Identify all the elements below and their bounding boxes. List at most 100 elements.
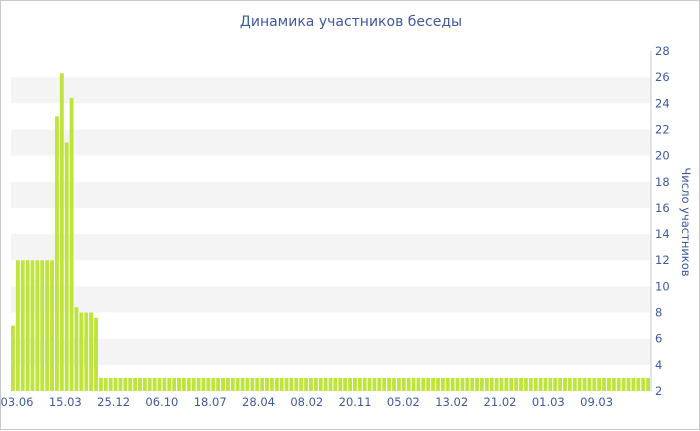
bar [587,377,592,391]
x-tick-label: 09.03 [580,395,613,409]
bar [147,377,152,391]
bar [181,377,186,391]
bar [626,377,631,391]
bar [89,312,94,391]
bar [299,377,304,391]
x-axis-ticks: 03.06 15.03 25.12 06.10 18.07 28.04 08.02 20.11… [1,395,613,409]
grid-band [11,338,651,365]
bar [186,377,191,391]
bar [352,377,357,391]
bar [504,377,509,391]
bar [30,260,35,391]
bar [406,377,411,391]
bar [162,377,167,391]
bar [142,377,147,391]
bar [289,377,294,391]
y-tick-label: 12 [655,253,670,267]
grid-band [11,234,651,261]
bar [177,377,181,391]
bar [582,377,587,391]
bar [382,377,387,391]
bar [128,377,133,391]
bar [211,377,216,391]
x-tick-label: 21.02 [484,395,517,409]
bar [392,377,396,391]
bar [318,377,323,391]
grid-band [11,129,651,156]
y-tick-label: 16 [655,201,670,215]
bar [328,377,333,391]
bar [255,377,260,391]
grid-bands [11,77,651,365]
bar [118,377,123,391]
bar [577,377,582,391]
bar [25,260,30,391]
y-tick-label: 2 [655,384,662,398]
y-tick-label: 22 [655,122,670,136]
bar [123,377,128,391]
bar [274,377,279,391]
bar [309,377,313,391]
x-tick-label: 01.03 [532,395,565,409]
bar [455,377,460,391]
x-tick-label: 15.03 [49,395,82,409]
bar [113,377,118,391]
y-tick-label: 20 [655,149,670,163]
bar [401,377,406,391]
x-tick-label: 20.11 [339,395,372,409]
bar [597,377,602,391]
bar [465,377,470,391]
bar [387,377,392,391]
bar [440,377,445,391]
bar [343,377,348,391]
bar [216,377,221,391]
bar [548,377,553,391]
bar [553,377,558,391]
bar [367,377,372,391]
bar [377,377,382,391]
bar [611,377,616,391]
x-tick-label: 28.04 [242,395,275,409]
bar [607,377,611,391]
bar [538,377,543,391]
bar [196,377,201,391]
bar [35,260,40,391]
y-tick-label: 6 [655,332,662,346]
bar [172,377,177,391]
bar [59,73,64,391]
bar [480,377,484,391]
chart-title: Динамика участников беседы [239,14,463,30]
bar [646,377,650,391]
bar [103,377,108,391]
bar [602,377,607,391]
bar [558,377,563,391]
bar [567,377,572,391]
bar [431,377,436,391]
bar [45,260,50,391]
x-tick-label: 13.02 [435,395,468,409]
bar [621,377,626,391]
bar [636,377,641,391]
bar [616,377,621,391]
bar [138,377,142,391]
y-tick-label: 24 [655,96,670,110]
bar [269,377,274,391]
bar [533,377,538,391]
bar [489,377,494,391]
grid-band [11,77,651,104]
bar [323,377,328,391]
bar [206,377,211,391]
bar [445,377,450,391]
bar [74,307,79,391]
y-tick-label: 4 [655,358,662,372]
bars [11,73,650,391]
bar [108,377,113,391]
bar [284,377,289,391]
x-tick-label: 05.02 [387,395,420,409]
bar [372,377,377,391]
y-tick-label: 26 [655,70,670,84]
y-tick-label: 8 [655,306,662,320]
